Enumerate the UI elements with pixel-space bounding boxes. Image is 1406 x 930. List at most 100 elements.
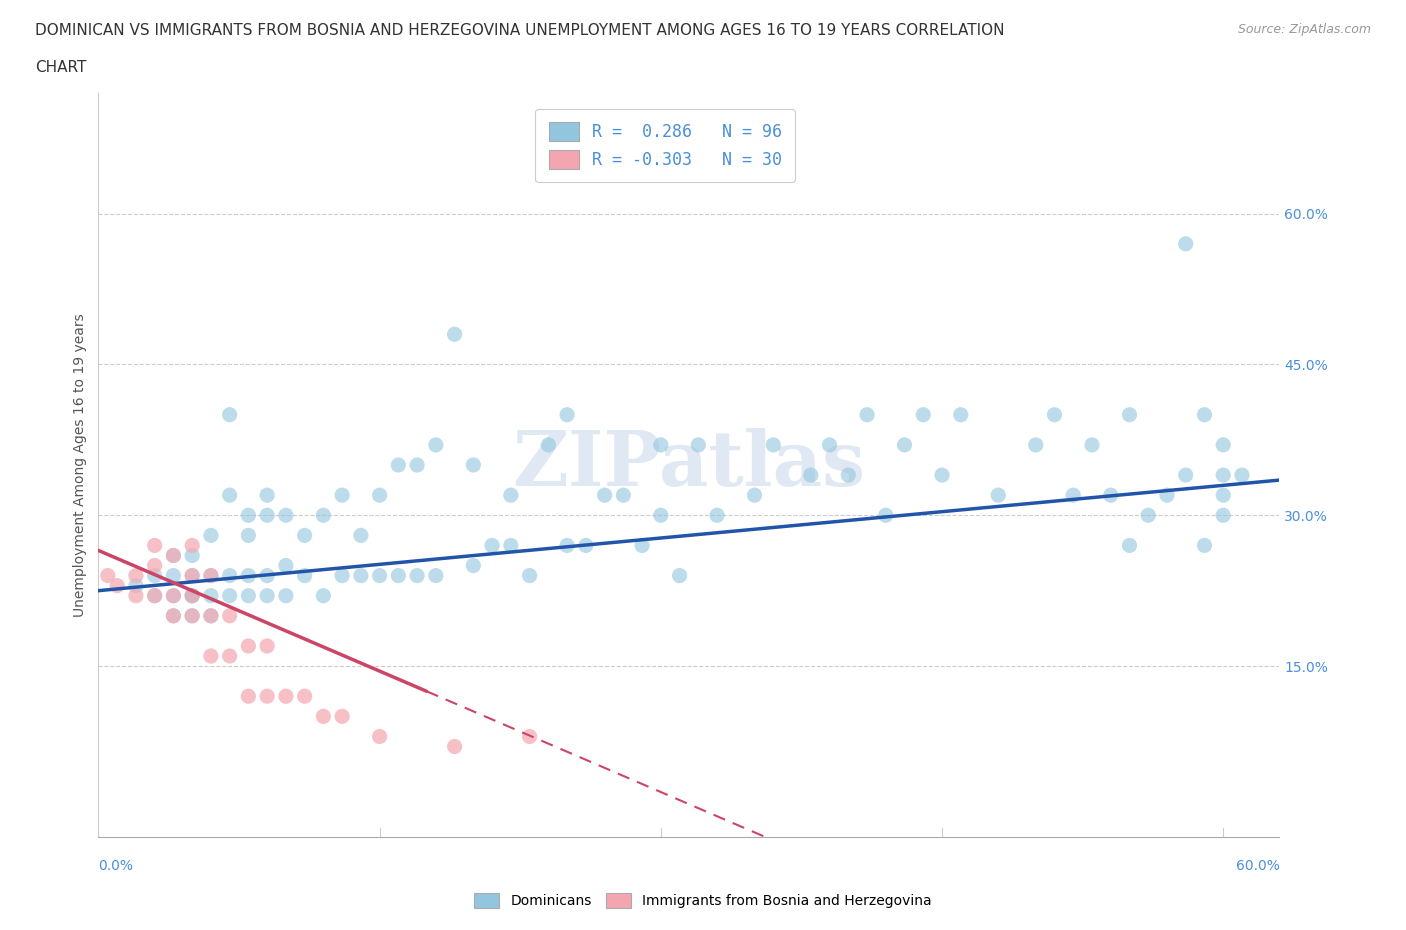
Point: [181, 608, 204, 623]
Point: [537, 437, 560, 452]
Point: [200, 528, 222, 543]
Text: ZIPatlas: ZIPatlas: [512, 428, 866, 502]
Point: [256, 589, 278, 604]
Point: [162, 589, 184, 604]
Point: [612, 487, 634, 502]
Point: [312, 709, 335, 724]
Point: [181, 568, 204, 583]
Point: [837, 468, 859, 483]
Point: [1194, 407, 1216, 422]
Point: [256, 487, 278, 502]
Point: [443, 326, 465, 341]
Point: [1212, 508, 1234, 523]
Point: [218, 608, 240, 623]
Point: [443, 739, 465, 754]
Y-axis label: Unemployment Among Ages 16 to 19 years: Unemployment Among Ages 16 to 19 years: [73, 313, 87, 617]
Point: [294, 689, 316, 704]
Point: [274, 689, 297, 704]
Text: 0.0%: 0.0%: [98, 858, 134, 872]
Point: [218, 407, 240, 422]
Point: [97, 568, 120, 583]
Point: [387, 568, 409, 583]
Point: [555, 407, 578, 422]
Point: [143, 589, 166, 604]
Point: [931, 468, 953, 483]
Point: [499, 487, 522, 502]
Point: [406, 458, 429, 472]
Point: [949, 407, 972, 422]
Point: [218, 568, 240, 583]
Point: [143, 538, 166, 552]
Point: [330, 709, 353, 724]
Point: [350, 528, 373, 543]
Point: [1174, 236, 1197, 251]
Point: [218, 648, 240, 663]
Point: [1230, 468, 1253, 483]
Point: [463, 458, 485, 472]
Point: [105, 578, 128, 593]
Point: [481, 538, 503, 552]
Point: [218, 589, 240, 604]
Point: [1118, 407, 1140, 422]
Point: [856, 407, 879, 422]
Text: 60.0%: 60.0%: [1236, 858, 1279, 872]
Point: [1118, 538, 1140, 552]
Point: [762, 437, 785, 452]
Point: [631, 538, 654, 552]
Point: [1025, 437, 1047, 452]
Point: [162, 608, 184, 623]
Point: [181, 548, 204, 563]
Point: [744, 487, 766, 502]
Point: [650, 508, 672, 523]
Point: [274, 589, 297, 604]
Point: [387, 458, 409, 472]
Point: [425, 568, 447, 583]
Point: [162, 589, 184, 604]
Point: [1212, 487, 1234, 502]
Point: [294, 568, 316, 583]
Point: [893, 437, 915, 452]
Legend: Dominicans, Immigrants from Bosnia and Herzegovina: Dominicans, Immigrants from Bosnia and H…: [468, 887, 938, 914]
Point: [425, 437, 447, 452]
Point: [875, 508, 897, 523]
Point: [312, 589, 335, 604]
Point: [143, 558, 166, 573]
Point: [274, 558, 297, 573]
Point: [706, 508, 728, 523]
Point: [800, 468, 823, 483]
Point: [181, 589, 204, 604]
Point: [668, 568, 690, 583]
Point: [200, 608, 222, 623]
Point: [238, 589, 260, 604]
Point: [181, 589, 204, 604]
Point: [912, 407, 935, 422]
Point: [1156, 487, 1178, 502]
Point: [294, 528, 316, 543]
Point: [238, 639, 260, 654]
Point: [1043, 407, 1066, 422]
Point: [181, 568, 204, 583]
Point: [312, 508, 335, 523]
Point: [162, 568, 184, 583]
Point: [238, 508, 260, 523]
Point: [1137, 508, 1160, 523]
Point: [143, 568, 166, 583]
Point: [575, 538, 598, 552]
Point: [650, 437, 672, 452]
Text: DOMINICAN VS IMMIGRANTS FROM BOSNIA AND HERZEGOVINA UNEMPLOYMENT AMONG AGES 16 T: DOMINICAN VS IMMIGRANTS FROM BOSNIA AND …: [35, 23, 1005, 38]
Point: [688, 437, 710, 452]
Point: [256, 689, 278, 704]
Point: [200, 589, 222, 604]
Point: [256, 568, 278, 583]
Point: [330, 487, 353, 502]
Point: [519, 729, 541, 744]
Point: [125, 568, 148, 583]
Legend: R =  0.286   N = 96, R = -0.303   N = 30: R = 0.286 N = 96, R = -0.303 N = 30: [536, 109, 796, 182]
Text: Source: ZipAtlas.com: Source: ZipAtlas.com: [1237, 23, 1371, 36]
Point: [1081, 437, 1104, 452]
Point: [181, 589, 204, 604]
Point: [200, 648, 222, 663]
Point: [200, 568, 222, 583]
Point: [256, 508, 278, 523]
Point: [238, 528, 260, 543]
